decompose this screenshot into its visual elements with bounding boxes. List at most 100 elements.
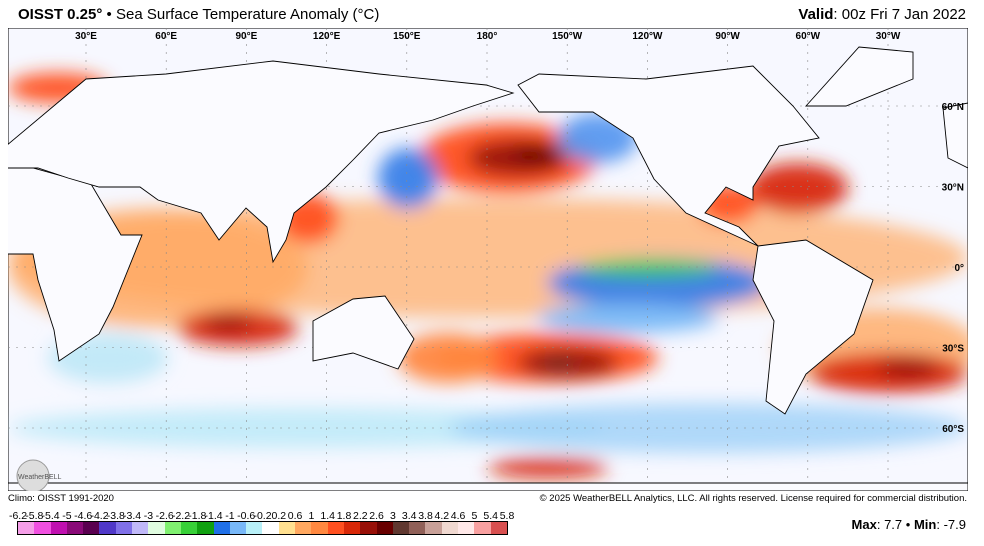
colorbar-tick-label: -0.6 xyxy=(237,510,256,522)
colorbar-swatch xyxy=(441,522,459,534)
product-name: OISST 0.25° xyxy=(18,6,103,23)
anomaly-region xyxy=(378,148,438,208)
longitude-label: 60°E xyxy=(155,31,177,42)
colorbar-tick-label: -1 xyxy=(225,510,235,522)
colorbar-tick-label: 4.2 xyxy=(434,510,450,522)
anomaly-region xyxy=(543,357,573,369)
max-label: Max xyxy=(851,517,877,532)
colorbar-swatch xyxy=(132,522,149,534)
colorbar-swatch xyxy=(213,522,230,534)
latitude-label: 60°N xyxy=(942,102,964,113)
anomaly-region xyxy=(448,403,968,453)
colorbar-tick-label: -4.2 xyxy=(90,510,109,522)
colorbar-swatch xyxy=(229,522,247,534)
colorbar-swatch xyxy=(262,522,279,534)
anomaly-region xyxy=(513,143,563,163)
landmass-antarctica xyxy=(8,482,968,491)
max-value: 7.7 xyxy=(884,517,903,532)
colorbar-tick-label: 5.8 xyxy=(499,510,515,522)
colorbar-tick-label: 1 xyxy=(308,510,315,522)
colorbar-swatch xyxy=(311,522,328,534)
colorbar-swatch xyxy=(490,522,507,534)
anomaly-region xyxy=(8,408,608,448)
anomaly-region xyxy=(488,458,608,478)
colorbar-tick-label: -1.8 xyxy=(188,510,207,522)
latitude-label: 60°S xyxy=(942,424,964,435)
colorbar-swatch xyxy=(360,522,377,534)
colorbar-tick-label: -5.8 xyxy=(25,510,44,522)
colorbar-swatch xyxy=(278,522,296,534)
colorbar-tick-label: 5 xyxy=(471,510,478,522)
colorbar-tick-label: -1.4 xyxy=(204,510,223,522)
landmass-australia xyxy=(312,295,415,370)
colorbar-tick-label: 3 xyxy=(389,510,396,522)
valid-value: : 00z Fri 7 Jan 2022 xyxy=(833,6,966,23)
colorbar-swatch xyxy=(164,522,181,534)
landmass-n-america xyxy=(517,65,820,247)
colorbar-tick-label: 0.6 xyxy=(287,510,303,522)
colorbar-swatch xyxy=(34,522,51,534)
latitude-label: 30°S xyxy=(942,344,964,355)
colorbar-swatch xyxy=(295,522,312,534)
map-subtitle: Sea Surface Temperature Anomaly (°C) xyxy=(115,6,380,23)
longitude-label: 120°W xyxy=(632,31,663,42)
colorbar-swatch xyxy=(376,522,393,534)
colorbar-swatch xyxy=(115,522,133,534)
copyright-note: © 2025 WeatherBELL Analytics, LLC. All r… xyxy=(539,493,967,504)
colorbar-swatch xyxy=(392,522,410,534)
colorbar-swatch xyxy=(327,522,344,534)
min-label: Min xyxy=(913,517,937,532)
colorbar-swatch xyxy=(18,522,35,534)
colorbar-swatch xyxy=(180,522,198,534)
anomaly-region xyxy=(578,260,718,276)
colorbar-tick-label: -5.4 xyxy=(41,510,60,522)
colorbar-swatch xyxy=(458,522,475,534)
landmass-europe-west xyxy=(942,102,968,169)
landmass-s-america xyxy=(752,239,874,415)
colorbar-tick-label: -6.2 xyxy=(8,510,28,522)
colorbar-swatch xyxy=(197,522,214,534)
colorbar xyxy=(17,521,508,535)
colorbar-swatch xyxy=(246,522,263,534)
longitude-label: 90°W xyxy=(715,31,740,42)
longitude-label: 30°E xyxy=(75,31,97,42)
colorbar-tick-label: -5 xyxy=(62,510,72,522)
colorbar-swatch xyxy=(66,522,84,534)
colorbar-tick-label: 5.4 xyxy=(483,510,498,522)
stats-separator: • xyxy=(905,517,911,532)
landmass-greenland xyxy=(804,46,914,107)
colorbar-tick-label: -2.2 xyxy=(171,510,191,522)
colorbar-swatch xyxy=(474,522,491,534)
colorbar-tick-label: 2.6 xyxy=(369,510,384,522)
longitude-label: 90°E xyxy=(236,31,258,42)
colorbar-tick-label: 2.2 xyxy=(352,510,368,522)
colorbar-tick-label: 1.4 xyxy=(320,510,335,522)
colorbar-tick-label: -3.8 xyxy=(106,510,125,522)
longitude-label: 60°W xyxy=(796,31,821,42)
colorbar-swatch xyxy=(425,522,442,534)
colorbar-tick-label: 0.2 xyxy=(271,510,287,522)
valid-label: Valid xyxy=(798,6,834,23)
colorbar-swatch xyxy=(148,522,165,534)
colorbar-tick-label: -0.2 xyxy=(253,510,272,522)
colorbar-tick-label: -4.6 xyxy=(74,510,93,522)
anomaly-region xyxy=(398,333,498,383)
colorbar-swatch xyxy=(409,522,426,534)
colorbar-tick-label: -2.6 xyxy=(155,510,174,522)
longitude-label: 150°W xyxy=(552,31,583,42)
longitude-label: 30°W xyxy=(876,31,901,42)
colorbar-tick-label: 4.6 xyxy=(450,510,466,522)
svg-text:WeatherBELL: WeatherBELL xyxy=(18,474,62,481)
colorbar-swatch xyxy=(343,522,361,534)
map-title: OISST 0.25° • Sea Surface Temperature An… xyxy=(18,6,379,23)
colorbar-tick-label: 3.8 xyxy=(418,510,433,522)
colorbar-tick-label: -3.4 xyxy=(123,510,142,522)
colorbar-tick-label: -3 xyxy=(143,510,154,522)
climo-note: Climo: OISST 1991-2020 xyxy=(8,493,114,504)
landmass-eurasia xyxy=(8,60,515,264)
colorbar-swatch xyxy=(99,522,116,534)
anomaly-region xyxy=(538,303,718,333)
sst-anomaly-map[interactable]: 30°E 60°E 90°E 120°E 150°E 180° 150°W 120°W 90°W… xyxy=(8,28,968,491)
anomaly-region xyxy=(203,315,253,331)
colorbar-swatch xyxy=(50,522,67,534)
